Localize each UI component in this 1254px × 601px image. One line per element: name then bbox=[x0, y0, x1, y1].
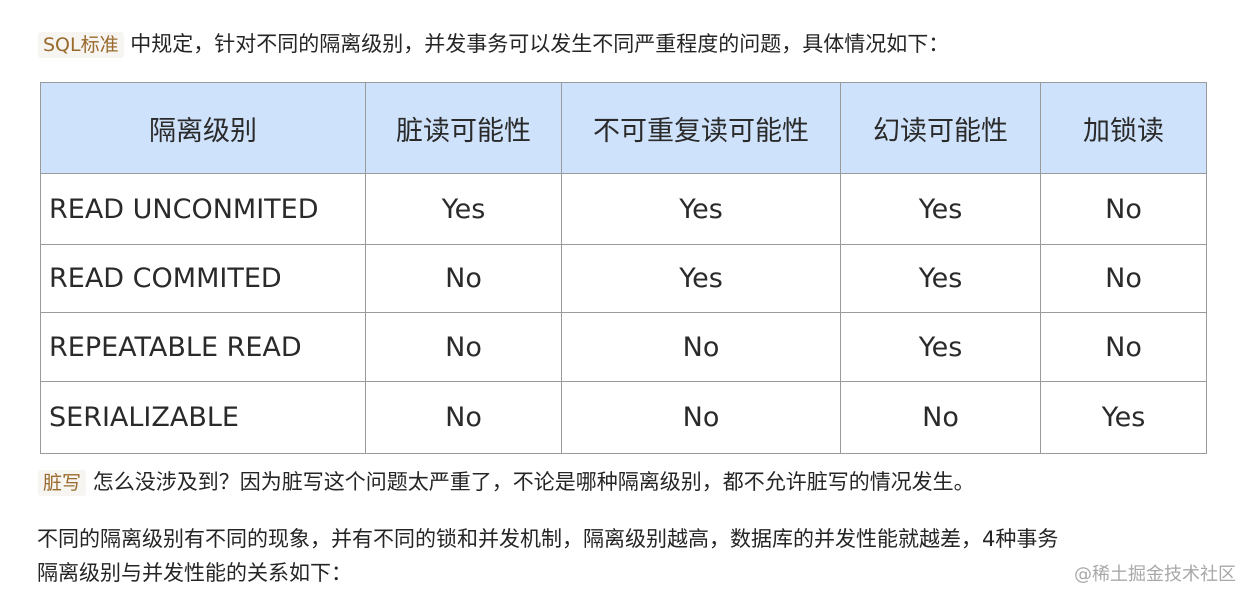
isolation-level-table: 隔离级别 脏读可能性 不可重复读可能性 幻读可能性 加锁读 READ UNCON… bbox=[40, 82, 1207, 454]
table-cell: Yes bbox=[365, 173, 562, 245]
header-cell: 加锁读 bbox=[1040, 82, 1207, 174]
table-cell: Yes bbox=[840, 173, 1041, 245]
inline-code-dirty-write: 脏写 bbox=[38, 470, 87, 496]
table-cell: No bbox=[365, 312, 562, 382]
table-cell: Yes bbox=[1040, 381, 1207, 454]
header-cell: 不可重复读可能性 bbox=[561, 82, 841, 174]
table-cell: No bbox=[365, 381, 562, 454]
table-cell: No bbox=[840, 381, 1041, 454]
inline-code-sql-standard: SQL标准 bbox=[38, 32, 124, 58]
table-row: REPEATABLE READ No No Yes No bbox=[40, 312, 1207, 382]
table-cell: No bbox=[561, 312, 841, 382]
table-cell: Yes bbox=[561, 244, 841, 313]
table-cell: No bbox=[561, 381, 841, 454]
table-cell: No bbox=[1040, 173, 1207, 245]
paragraph-line: 隔离级别与并发性能的关系如下： bbox=[37, 561, 352, 585]
table-cell: No bbox=[1040, 312, 1207, 382]
header-cell: 幻读可能性 bbox=[840, 82, 1041, 174]
intro-paragraph: SQL标准 中规定，针对不同的隔离级别，并发事务可以发生不同严重程度的问题，具体… bbox=[38, 27, 949, 62]
watermark: @稀土掘金技术社区 bbox=[1074, 564, 1236, 585]
intro-text: 中规定，针对不同的隔离级别，并发事务可以发生不同严重程度的问题，具体情况如下： bbox=[123, 32, 950, 56]
table-cell: SERIALIZABLE bbox=[40, 381, 366, 454]
table-cell: Yes bbox=[840, 244, 1041, 313]
table-cell: REPEATABLE READ bbox=[40, 312, 366, 382]
table-cell: READ UNCONMITED bbox=[40, 173, 366, 245]
table-cell: Yes bbox=[840, 312, 1041, 382]
header-cell: 脏读可能性 bbox=[365, 82, 562, 174]
table-header-row: 隔离级别 脏读可能性 不可重复读可能性 幻读可能性 加锁读 bbox=[40, 82, 1207, 174]
paragraph-line: 不同的隔离级别有不同的现象，并有不同的锁和并发机制，隔离级别越高，数据库的并发性… bbox=[37, 527, 1059, 551]
table-row: READ COMMITED No Yes Yes No bbox=[40, 244, 1207, 313]
header-cell: 隔离级别 bbox=[40, 82, 366, 174]
note-paragraph: 脏写 怎么没涉及到？因为脏写这个问题太严重了，不论是哪种隔离级别，都不允许脏写的… bbox=[38, 465, 975, 500]
table-cell: READ COMMITED bbox=[40, 244, 366, 313]
table-cell: No bbox=[365, 244, 562, 313]
table-row: READ UNCONMITED Yes Yes Yes No bbox=[40, 173, 1207, 245]
note-text: 怎么没涉及到？因为脏写这个问题太严重了，不论是哪种隔离级别，都不允许脏写的情况发… bbox=[86, 470, 975, 494]
table-cell: Yes bbox=[561, 173, 841, 245]
table-cell: No bbox=[1040, 244, 1207, 313]
performance-paragraph: 不同的隔离级别有不同的现象，并有不同的锁和并发机制，隔离级别越高，数据库的并发性… bbox=[37, 522, 1058, 590]
table-row: SERIALIZABLE No No No Yes bbox=[40, 381, 1207, 454]
